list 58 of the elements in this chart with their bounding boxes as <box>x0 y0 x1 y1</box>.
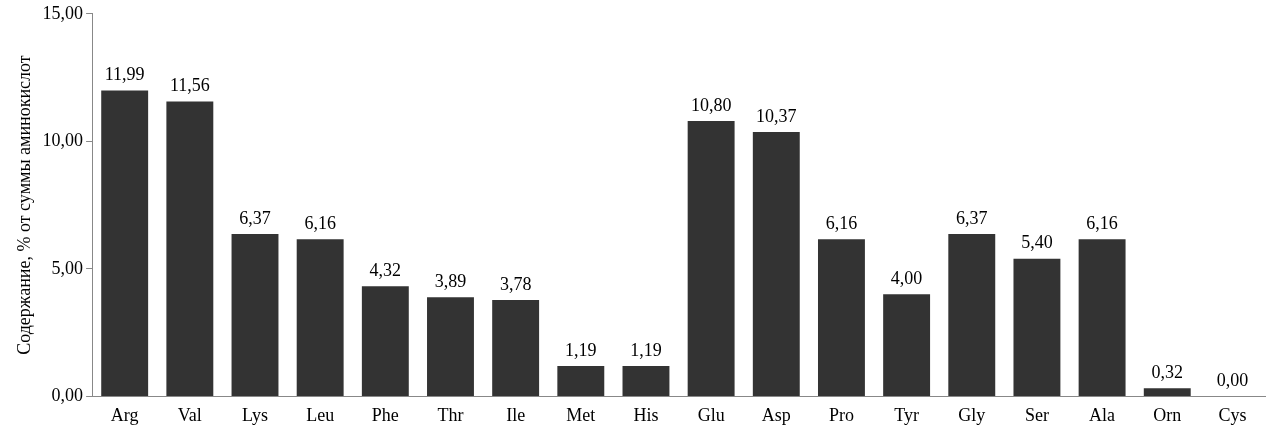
bar <box>883 294 931 396</box>
bar <box>231 233 279 396</box>
x-tick-label: Ile <box>506 404 526 425</box>
data-label: 3,89 <box>434 270 467 291</box>
x-tick-label: His <box>633 404 659 425</box>
bar <box>1013 258 1061 396</box>
data-label: 5,40 <box>1021 232 1053 253</box>
bar <box>557 366 605 396</box>
bar <box>166 101 214 396</box>
x-tick-label: Met <box>566 404 596 425</box>
x-tick-label: Val <box>177 404 202 425</box>
data-label: 1,19 <box>565 339 597 360</box>
data-label: 4,00 <box>890 268 923 289</box>
data-label: 1,19 <box>630 339 662 360</box>
x-tick-label: Pro <box>828 404 854 425</box>
y-axis-title: Содержание, % от суммы аминокислот <box>13 55 34 355</box>
data-label: 6,37 <box>956 207 988 228</box>
bar <box>101 90 149 396</box>
bar <box>1078 239 1126 396</box>
data-label: 3,78 <box>499 273 532 294</box>
data-label: 6,16 <box>825 213 858 234</box>
x-tick-label: Gly <box>958 404 986 425</box>
data-label: 6,16 <box>1086 213 1118 234</box>
x-tick-label: Asp <box>761 404 791 425</box>
y-tick-label: 15,00 <box>42 2 84 23</box>
data-label: 10,37 <box>756 105 797 126</box>
data-label: 4,32 <box>369 259 402 280</box>
x-tick-label: Arg <box>110 404 139 425</box>
x-tick-label: Ser <box>1024 404 1049 425</box>
bar <box>622 366 670 396</box>
data-label: 0,32 <box>1151 361 1184 382</box>
data-label: 6,16 <box>304 213 336 234</box>
data-label: 6,37 <box>239 207 271 228</box>
bar <box>361 286 409 396</box>
x-tick-label: Tyr <box>894 404 919 425</box>
y-tick-label: 10,00 <box>42 130 84 151</box>
bar <box>296 239 344 396</box>
data-label: 0,00 <box>1216 370 1249 391</box>
bar <box>492 299 540 396</box>
data-label: 11,56 <box>169 75 210 96</box>
y-tick-label: 5,00 <box>51 257 84 278</box>
bar <box>1143 388 1191 396</box>
x-tick-label: Orn <box>1153 404 1182 425</box>
bar <box>948 233 996 396</box>
x-tick-label: Lys <box>241 404 269 425</box>
bar <box>818 239 865 396</box>
bar <box>752 131 800 396</box>
bar <box>687 120 735 396</box>
data-label: 10,80 <box>690 94 732 115</box>
x-tick-label: Thr <box>437 404 464 425</box>
x-tick-label: Glu <box>697 404 725 425</box>
bar <box>427 297 474 396</box>
x-tick-label: Phe <box>371 404 399 425</box>
data-label: 11,99 <box>104 64 145 85</box>
x-tick-label: Leu <box>306 404 335 425</box>
y-tick-label: 0,00 <box>51 385 84 406</box>
x-tick-label: Ala <box>1089 404 1116 425</box>
x-tick-label: Cys <box>1218 404 1247 425</box>
